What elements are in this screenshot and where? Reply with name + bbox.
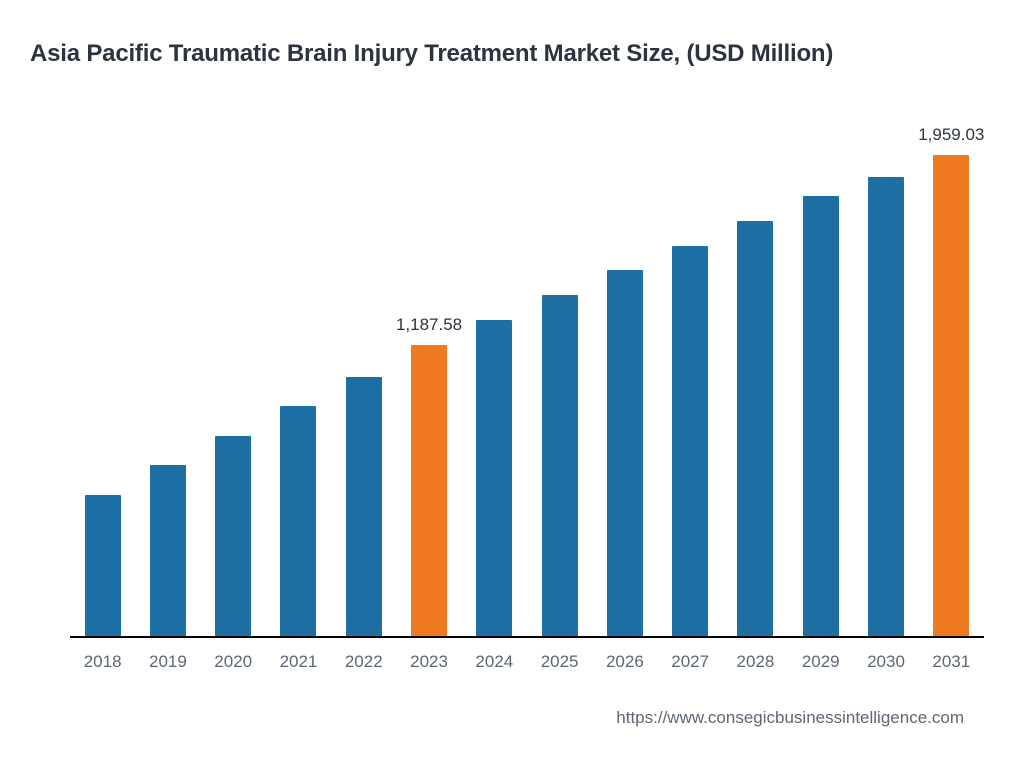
x-axis-label: 2021 (280, 652, 318, 672)
bar-column: 2022 (331, 120, 396, 638)
bar-column: 20231,187.58 (396, 120, 461, 638)
x-axis-label: 2018 (84, 652, 122, 672)
bar (542, 295, 578, 638)
bar (607, 270, 643, 638)
x-axis-label: 2022 (345, 652, 383, 672)
bar-column: 2019 (135, 120, 200, 638)
chart-title: Asia Pacific Traumatic Brain Injury Trea… (30, 40, 994, 68)
x-axis-label: 2030 (867, 652, 905, 672)
bar-column: 2018 (70, 120, 135, 638)
bar-column: 2028 (723, 120, 788, 638)
bar-column: 2021 (266, 120, 331, 638)
bar (868, 177, 904, 638)
x-axis-baseline (70, 636, 984, 638)
chart-plot-area: 2018201920202021202220231,187.5820242025… (70, 120, 984, 638)
x-axis-label: 2020 (214, 652, 252, 672)
bar (411, 345, 447, 638)
bar (803, 196, 839, 638)
x-axis-label: 2025 (541, 652, 579, 672)
x-axis-label: 2028 (737, 652, 775, 672)
x-axis-label: 2024 (475, 652, 513, 672)
x-axis-label: 2027 (671, 652, 709, 672)
x-axis-label: 2019 (149, 652, 187, 672)
bar (476, 320, 512, 638)
bar-value-label: 1,959.03 (918, 125, 984, 145)
bar (280, 406, 316, 638)
bar (85, 495, 121, 638)
x-axis-label: 2029 (802, 652, 840, 672)
bar-column: 2024 (462, 120, 527, 638)
bar-column: 20311,959.03 (919, 120, 984, 638)
bar-column: 2025 (527, 120, 592, 638)
bar-column: 2026 (592, 120, 657, 638)
bar-column: 2027 (658, 120, 723, 638)
bar-group: 2018201920202021202220231,187.5820242025… (70, 120, 984, 638)
bar-column: 2030 (853, 120, 918, 638)
bar (215, 436, 251, 638)
bar (346, 377, 382, 638)
bar (672, 246, 708, 638)
bar-column: 2029 (788, 120, 853, 638)
chart-container: Asia Pacific Traumatic Brain Injury Trea… (0, 0, 1024, 768)
bar (933, 155, 969, 638)
bar-column: 2020 (201, 120, 266, 638)
source-url: https://www.consegicbusinessintelligence… (616, 708, 964, 728)
x-axis-label: 2026 (606, 652, 644, 672)
x-axis-label: 2031 (932, 652, 970, 672)
bar (737, 221, 773, 638)
bar (150, 465, 186, 638)
bar-value-label: 1,187.58 (396, 315, 462, 335)
x-axis-label: 2023 (410, 652, 448, 672)
